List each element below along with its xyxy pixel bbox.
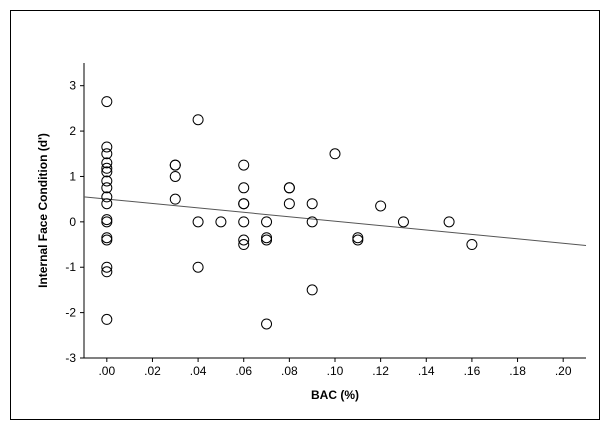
- y-tick-label: 2: [69, 124, 76, 138]
- y-axis-ticks: -3 -2 -1 0 1 2 3: [65, 79, 84, 365]
- data-point: [169, 159, 181, 171]
- x-axis-title: BAC (%): [311, 388, 359, 402]
- x-tick-label: .18: [509, 364, 526, 378]
- x-tick-label: .06: [235, 364, 252, 378]
- data-point: [261, 216, 273, 228]
- data-point: [101, 198, 113, 210]
- data-point: [101, 214, 113, 226]
- data-point: [101, 148, 113, 160]
- data-point: [261, 232, 273, 244]
- data-point: [306, 284, 318, 296]
- x-tick-label: .02: [144, 364, 161, 378]
- data-point: [238, 198, 250, 210]
- x-tick-label: .10: [327, 364, 344, 378]
- data-point: [238, 234, 250, 246]
- data-point: [101, 234, 113, 246]
- data-point: [101, 261, 113, 273]
- data-point: [192, 261, 204, 273]
- data-point: [101, 182, 113, 194]
- data-point: [101, 157, 113, 169]
- data-point: [352, 234, 364, 246]
- chart-frame: .00 .02 .04 .06 .08 .10 .12 .14 .16 .18 .20 -3 -2 -1…: [10, 10, 600, 420]
- data-point: [238, 159, 250, 171]
- x-tick-label: .16: [464, 364, 481, 378]
- y-tick-label: 0: [69, 215, 76, 229]
- data-point: [238, 182, 250, 194]
- y-tick-label: -1: [65, 260, 76, 274]
- y-tick-label: -3: [65, 351, 76, 365]
- data-point: [283, 198, 295, 210]
- data-point: [101, 266, 113, 278]
- data-point: [261, 318, 273, 330]
- data-point: [101, 96, 113, 108]
- data-point: [192, 216, 204, 228]
- x-tick-label: .08: [281, 364, 298, 378]
- x-axis-ticks: .00 .02 .04 .06 .08 .10 .12 .14 .16 .18 .20: [98, 358, 572, 378]
- data-point: [101, 232, 113, 244]
- y-tick-label: 1: [69, 169, 76, 183]
- x-tick-label: .20: [555, 364, 572, 378]
- data-point: [352, 232, 364, 244]
- data-point: [101, 191, 113, 203]
- data-point: [329, 148, 341, 160]
- data-point: [101, 175, 113, 187]
- y-tick-label: 3: [69, 79, 76, 93]
- x-tick-label: .14: [418, 364, 435, 378]
- x-tick-label: .04: [190, 364, 207, 378]
- data-point: [466, 239, 478, 251]
- data-point: [192, 114, 204, 126]
- data-point: [306, 216, 318, 228]
- axes: [83, 63, 586, 359]
- x-tick-label: .12: [372, 364, 389, 378]
- data-point: [283, 182, 295, 194]
- data-point: [169, 170, 181, 182]
- data-point: [397, 216, 409, 228]
- data-point: [101, 141, 113, 153]
- y-tick-label: -2: [65, 306, 76, 320]
- data-point: [101, 166, 113, 178]
- data-point: [101, 162, 113, 174]
- data-point: [169, 193, 181, 205]
- data-point: [443, 216, 455, 228]
- scatter-chart: .00 .02 .04 .06 .08 .10 .12 .14 .16 .18 .20 -3 -2 -1…: [36, 63, 587, 402]
- data-point: [215, 216, 227, 228]
- x-tick-label: .00: [98, 364, 115, 378]
- data-points: [101, 96, 478, 330]
- data-point: [261, 234, 273, 246]
- y-axis-title: Internal Face Condition (d'): [36, 133, 50, 288]
- data-point: [306, 198, 318, 210]
- data-point: [238, 216, 250, 228]
- data-point: [238, 239, 250, 251]
- data-point: [101, 216, 113, 228]
- fit-line: [83, 196, 587, 246]
- data-point: [375, 200, 387, 212]
- data-point: [101, 313, 113, 325]
